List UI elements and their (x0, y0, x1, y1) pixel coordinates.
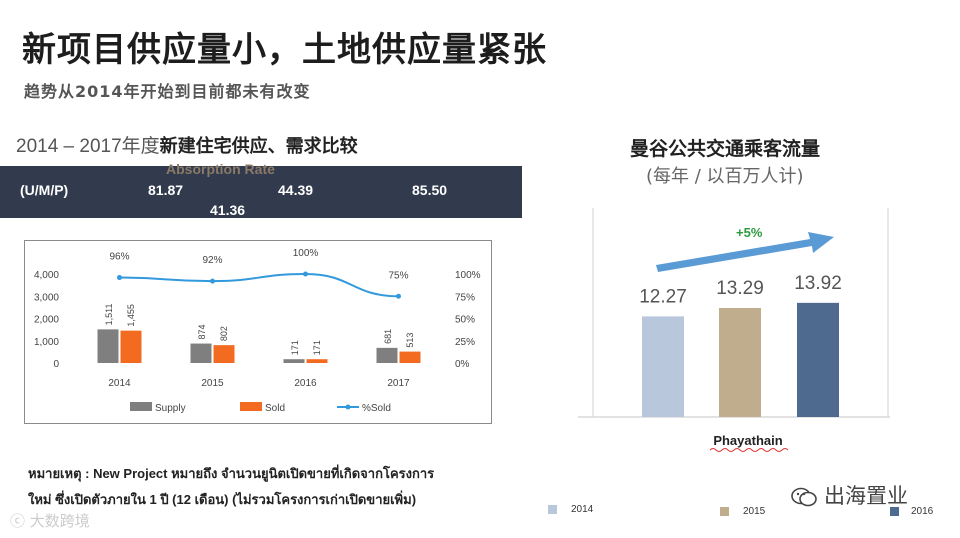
y-right-tick-label: 50% (455, 315, 475, 326)
legend-2016-swatch (890, 506, 899, 516)
spellcheck-underline (709, 448, 789, 452)
absorption-value-2017: 85.50 (412, 182, 448, 198)
supply-bar (97, 329, 119, 363)
pct-sold-point (117, 275, 122, 281)
pct-sold-label: 100% (293, 248, 319, 259)
watermark-left-logo-icon: ⓒ (10, 512, 30, 530)
pct-sold-point (396, 293, 401, 299)
pct-sold-label: 92% (202, 255, 222, 266)
legend-label: Sold (265, 403, 285, 414)
pct-sold-point (303, 271, 308, 277)
y-left-tick-label: 3,000 (34, 292, 59, 303)
y-right-tick-label: 100% (455, 270, 481, 281)
watermark-left-text: 大数跨境 (29, 512, 90, 530)
ridership-data-label: 13.92 (794, 273, 842, 294)
absorption-row-label: (U/M/P) (20, 182, 69, 198)
watermark-right-text: 出海置业 (824, 484, 908, 508)
x-tick-label: 2016 (294, 378, 317, 389)
supply-data-label: 874 (197, 325, 207, 340)
sold-bar (399, 351, 421, 363)
absorption-value-2014: 81.87 (148, 182, 184, 198)
growth-arrow (656, 232, 834, 272)
y-right-tick-label: 25% (455, 337, 475, 348)
right-chart-title: 曼谷公共交通乘客流量 (630, 138, 821, 160)
note-line-1: หมายเหตุ : New Project หมายถึง จำนวนยูนิ… (28, 466, 435, 481)
pct-sold-point (210, 278, 215, 284)
legend-label: %Sold (362, 403, 391, 414)
page-subtitle: 趋势从2014年开始到目前都未有改变 (24, 82, 311, 101)
absorption-value-2016: 44.39 (278, 182, 314, 198)
sold-bar (306, 359, 328, 363)
growth-annotation: +5% (736, 225, 763, 240)
legend-2016-label: 2016 (911, 506, 934, 517)
y-left-tick-label: 0 (53, 359, 59, 370)
y-left-tick-label: 1,000 (34, 337, 59, 348)
left-chart-heading: 2014 – 2017年度新建住宅供应、需求比较 (16, 131, 358, 158)
watermark-left: ⓒ 大数跨境 (10, 510, 90, 531)
legend-2014-swatch (548, 504, 557, 514)
wechat-icon (791, 487, 817, 507)
supply-sold-chart: 4,000 3,000 2,000 1,000 0 100% 75% 50% 25% 0% 1,51… (24, 240, 492, 424)
absorption-rate-label: Absorption Rate (166, 161, 275, 177)
legend-2015-swatch (720, 506, 729, 516)
y-left-tick-label: 4,000 (34, 270, 59, 281)
absorption-value-2015: 41.36 (210, 202, 246, 218)
left-chart-heading-title: 新建住宅供应、需求比较 (159, 136, 358, 157)
supply-sold-chart-svg: 4,000 3,000 2,000 1,000 0 100% 75% 50% 25% 0% 1,51… (34, 248, 481, 414)
legend-2015: 2015 (720, 506, 765, 517)
watermark-right: 出海置业 (790, 480, 908, 510)
left-chart-heading-years: 2014 – 2017年度 (16, 136, 160, 157)
x-axis-label: Phayathain (713, 433, 782, 448)
sold-bar (120, 330, 142, 363)
sold-data-label: 513 (405, 333, 415, 348)
sold-bar (213, 345, 235, 363)
supply-data-label: 1,511 (104, 304, 114, 326)
x-tick-label: 2017 (387, 378, 410, 389)
supply-bar (190, 343, 212, 363)
legend-2015-label: 2015 (743, 506, 766, 517)
ridership-bar-2015 (719, 308, 761, 417)
supply-data-label: 171 (290, 340, 300, 355)
pct-sold-label: 96% (109, 252, 129, 263)
y-right-tick-label: 75% (455, 292, 475, 303)
supply-data-label: 681 (383, 329, 393, 344)
legend-2016: 2016 (890, 506, 933, 517)
note-line-2: ใหม่ ซึ่งเปิดตัวภายใน 1 ปี (12 เดือน) (ไ… (28, 492, 417, 507)
legend-swatch-point (345, 404, 351, 410)
ridership-data-label: 12.27 (639, 286, 687, 307)
supply-bar (283, 359, 305, 363)
legend-swatch (130, 402, 152, 411)
legend-2014: 2014 (548, 504, 593, 515)
pct-sold-line (119, 272, 399, 298)
ridership-data-label: 13.29 (716, 278, 764, 299)
sold-data-label: 171 (312, 340, 322, 355)
absorption-rate-bar: (U/M/P) 81.87 41.36 44.39 85.50 (0, 166, 522, 218)
legend-2014-label: 2014 (571, 504, 594, 515)
sold-data-label: 802 (219, 326, 229, 341)
legend-label: Supply (155, 403, 186, 414)
legend-swatch (240, 402, 262, 411)
x-tick-label: 2015 (201, 378, 224, 389)
y-right-tick-label: 0% (455, 359, 470, 370)
x-tick-label: 2014 (108, 378, 131, 389)
transit-ridership-chart: 12.27 13.29 13.92 +5% Phayathain (578, 208, 890, 452)
page-title: 新项目供应量小，土地供应量紧张 (22, 30, 547, 70)
pct-sold-label: 75% (388, 270, 408, 281)
y-left-tick-label: 2,000 (34, 315, 59, 326)
ridership-bar-2016 (797, 302, 839, 417)
ridership-bar-2014 (642, 316, 684, 417)
supply-bar (376, 347, 398, 363)
right-chart-subtitle: (每年 / 以百万人计) (646, 166, 804, 187)
sold-data-label: 1,455 (126, 304, 136, 327)
